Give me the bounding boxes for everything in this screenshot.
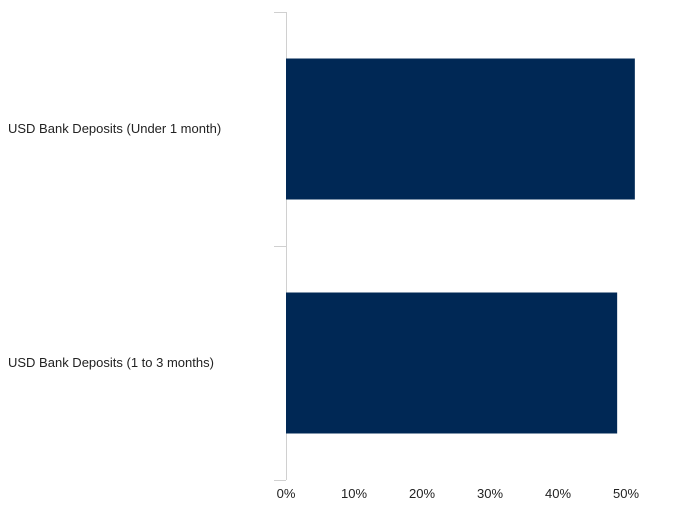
x-axis-tick-labels: 0% 10% 20% 30% 40% 50% [277, 486, 640, 501]
category-label-1: USD Bank Deposits (Under 1 month) [8, 121, 221, 136]
x-tick-label-4: 40% [545, 486, 571, 501]
x-tick-label-2: 20% [409, 486, 435, 501]
x-tick-label-1: 10% [341, 486, 367, 501]
x-tick-label-0: 0% [277, 486, 296, 501]
axis-layer [274, 12, 287, 481]
x-tick-label-5: 50% [613, 486, 639, 501]
category-labels: USD Bank Deposits (Under 1 month) USD Ban… [8, 121, 221, 370]
bar-2 [286, 292, 618, 434]
bars-layer [286, 58, 635, 434]
category-label-2: USD Bank Deposits (1 to 3 months) [8, 355, 214, 370]
x-tick-label-3: 30% [477, 486, 503, 501]
bar-1 [286, 58, 635, 200]
